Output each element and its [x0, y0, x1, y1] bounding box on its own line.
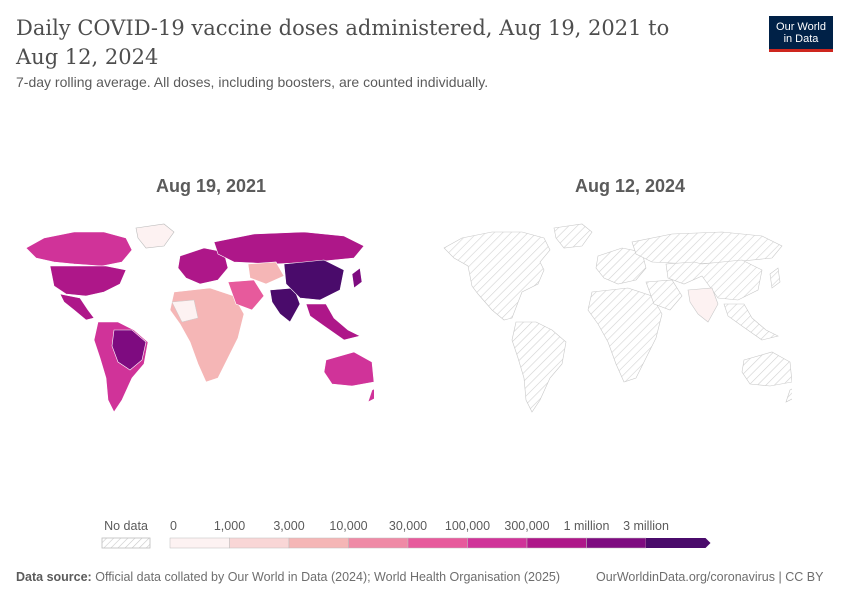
panel-date-left: Aug 19, 2021 — [156, 176, 267, 196]
europe[interactable] — [177, 247, 229, 285]
legend-bin-0[interactable] — [169, 537, 230, 549]
brazil[interactable] — [111, 329, 147, 371]
color-legend: No data 0 1,000 3,000 10,000 30,000 100,000 30… — [101, 519, 711, 549]
legend-tick-label-3: 10,000 — [329, 519, 367, 533]
legend-tick-label-7: 1 million — [564, 519, 610, 533]
india-2024[interactable] — [687, 287, 719, 323]
canada[interactable] — [25, 231, 133, 267]
australia-2024[interactable] — [741, 351, 792, 387]
europe-2024[interactable] — [595, 247, 647, 285]
owid-logo[interactable]: Our World in Data — [769, 16, 833, 52]
legend-bin-5[interactable] — [467, 537, 528, 549]
panel-date-right: Aug 12, 2024 — [575, 176, 686, 196]
legend-tick-label-5: 100,000 — [445, 519, 490, 533]
legend-bin-4[interactable] — [407, 537, 468, 549]
central-asia[interactable] — [247, 261, 285, 285]
west-africa[interactable] — [171, 299, 199, 323]
legend-tick-label-6: 300,000 — [504, 519, 549, 533]
new-zealand-2024[interactable] — [785, 386, 792, 403]
greenland-2024[interactable] — [553, 223, 593, 249]
logo-line-1: Our World — [776, 21, 826, 33]
russia[interactable] — [213, 231, 365, 265]
world-map-2021[interactable] — [14, 218, 374, 418]
legend-bin-2[interactable] — [288, 537, 349, 549]
mexico[interactable] — [59, 293, 95, 321]
logo-line-2: in Data — [783, 33, 819, 45]
legend-bin-6[interactable] — [526, 537, 587, 549]
africa-2024[interactable] — [587, 287, 663, 383]
legend-tick-label-4: 30,000 — [389, 519, 427, 533]
chart-title: Daily COVID-19 vaccine doses administere… — [16, 16, 670, 69]
footer-source-text[interactable]: Official data collated by Our World in D… — [95, 570, 561, 584]
japan-2024[interactable] — [769, 267, 781, 289]
legend-tick-label-8: 3 million — [623, 519, 669, 533]
southeast-asia[interactable] — [305, 303, 361, 341]
footer-url[interactable]: OurWorldinData.org/coronavirus | CC BY — [596, 570, 824, 584]
middle-east-2024[interactable] — [645, 279, 683, 311]
southeast-asia-2024[interactable] — [723, 303, 779, 341]
japan[interactable] — [351, 267, 363, 289]
legend-bin-7[interactable] — [586, 537, 647, 549]
asia-2024[interactable] — [665, 259, 763, 301]
legend-bin-8[interactable] — [646, 538, 711, 548]
south-america-2024[interactable] — [511, 321, 567, 413]
australia[interactable] — [323, 351, 374, 387]
chart-subtitle: 7-day rolling average. All doses, includ… — [16, 74, 489, 90]
middle-east[interactable] — [227, 279, 265, 311]
greenland[interactable] — [135, 223, 175, 249]
legend-tick-label-0: 0 — [170, 519, 177, 533]
legend-tick-label-2: 3,000 — [273, 519, 304, 533]
legend-bin-3[interactable] — [348, 537, 409, 549]
footer-source-label: Data source: — [16, 570, 92, 584]
russia-2024[interactable] — [631, 231, 783, 265]
united-states[interactable] — [49, 265, 127, 297]
legend-no-data-swatch[interactable] — [101, 537, 151, 549]
north-america-2024[interactable] — [443, 231, 551, 321]
china[interactable] — [283, 259, 345, 301]
new-zealand[interactable] — [367, 386, 374, 403]
world-map-2024[interactable] — [432, 218, 792, 418]
footer-source: Data source: Official data collated by O… — [16, 570, 560, 584]
legend-no-data-label: No data — [104, 519, 148, 533]
legend-tick-label-1: 1,000 — [214, 519, 245, 533]
legend-bin-1[interactable] — [229, 537, 290, 549]
